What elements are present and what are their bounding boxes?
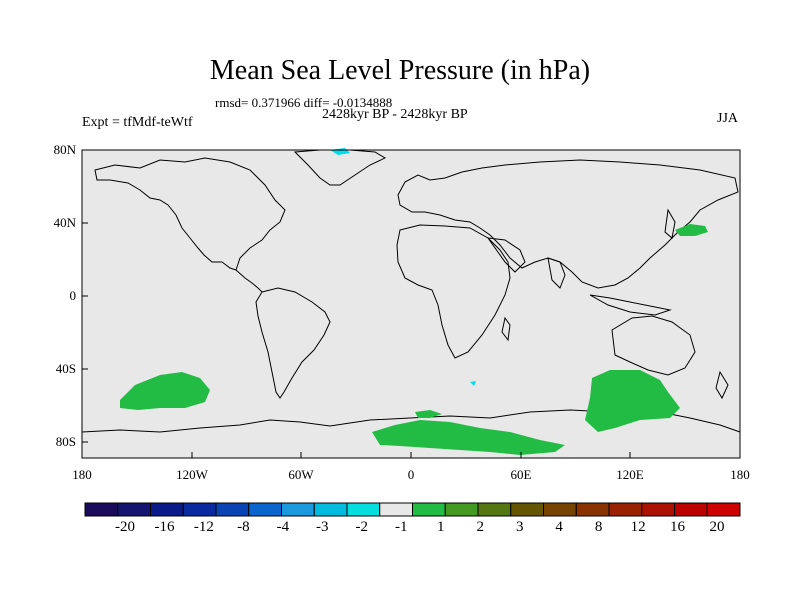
x-tick-label: 180 — [72, 467, 92, 482]
rmsd-diff-stats: rmsd= 0.371966 diff= -0.0134888 — [215, 95, 393, 110]
coast-eurasia — [397, 159, 739, 289]
y-tick-label: 80N — [53, 142, 76, 157]
y-tick-label: 40S — [55, 361, 76, 376]
colorbar-tick-label: 8 — [594, 519, 603, 535]
coast-madagascar — [501, 316, 511, 342]
coast-india — [547, 257, 566, 289]
colorbar-swatch — [575, 502, 610, 517]
colorbar-tick-label: -1 — [395, 519, 408, 535]
colorbar — [84, 502, 741, 517]
colorbar-swatch — [706, 502, 741, 517]
coast-arabia — [486, 237, 526, 273]
colorbar-swatch — [608, 502, 643, 517]
anomaly-antarctic — [372, 420, 565, 455]
x-tick-label: 120W — [176, 467, 208, 482]
colorbar-swatch — [215, 502, 250, 517]
colorbar-tick-label: -4 — [276, 519, 290, 535]
colorbar-tick-label: -20 — [115, 519, 135, 535]
colorbar-swatch — [674, 502, 708, 517]
x-tick-label: 120E — [616, 467, 644, 482]
colorbar-swatch — [84, 502, 119, 517]
colorbar-tick-label: 16 — [670, 519, 685, 535]
colorbar-tick-label: 3 — [515, 519, 524, 535]
colorbar-swatch — [412, 502, 446, 517]
coast-australia — [611, 315, 696, 376]
anomaly-south-indian — [585, 370, 680, 432]
colorbar-swatch — [543, 502, 577, 517]
colorbar-tick-label: 12 — [630, 519, 646, 535]
x-tick-label: 180 — [730, 467, 750, 482]
colorbar-swatch — [182, 502, 217, 517]
colorbar-swatch — [641, 502, 675, 517]
anomaly-small-south — [470, 381, 476, 386]
colorbar-tick-label: -8 — [237, 519, 250, 535]
y-tick-label: 0 — [69, 288, 77, 303]
x-tick-label: 0 — [407, 467, 415, 482]
x-tick-label: 60W — [288, 467, 314, 482]
colorbar-swatch — [477, 502, 512, 517]
coast-central-america — [235, 269, 263, 293]
colorbar-tick-label: -12 — [193, 519, 214, 535]
coast-japan — [664, 208, 676, 239]
tick-marks — [81, 149, 741, 458]
colorbar-tick-label: -3 — [316, 519, 329, 535]
anomaly-positive — [120, 224, 708, 455]
colorbar-swatch — [150, 502, 184, 517]
coast-new-zealand — [715, 370, 729, 400]
colorbar-swatch — [313, 502, 348, 517]
anomaly-north-pacific — [675, 224, 708, 236]
colorbar-tick-label: 20 — [709, 519, 725, 535]
season-label: JJA — [717, 111, 739, 126]
colorbar-swatch — [379, 502, 413, 517]
coast-africa — [396, 224, 511, 359]
colorbar-tick-label: 2 — [476, 519, 484, 535]
colorbar-swatch — [117, 502, 151, 517]
colorbar-tick-label: -2 — [355, 519, 369, 535]
colorbar-tick-label: 4 — [555, 519, 563, 535]
anomaly-south-pacific — [120, 372, 210, 410]
colorbar-swatch — [346, 502, 381, 517]
period-label: 2428kyr BP - 2428kyr BP — [322, 107, 468, 122]
experiment-label: Expt = tfMdf-teWtf — [82, 115, 193, 130]
coast-indonesia — [589, 294, 672, 316]
y-tick-label: 40N — [53, 215, 76, 230]
colorbar-swatch — [248, 502, 282, 517]
coast-south-america — [255, 287, 331, 399]
map-title: Mean Sea Level Pressure (in hPa) — [209, 55, 591, 86]
colorbar-tick-label: 1 — [436, 519, 445, 535]
x-tick-label: 60E — [510, 467, 532, 482]
anomaly-south-atlantic — [415, 410, 442, 418]
colorbar-swatch — [444, 502, 479, 517]
colorbar-swatch — [510, 502, 544, 517]
y-tick-label: 80S — [55, 434, 76, 449]
colorbar-tick-label: -16 — [154, 519, 175, 535]
colorbar-swatch — [281, 502, 315, 517]
